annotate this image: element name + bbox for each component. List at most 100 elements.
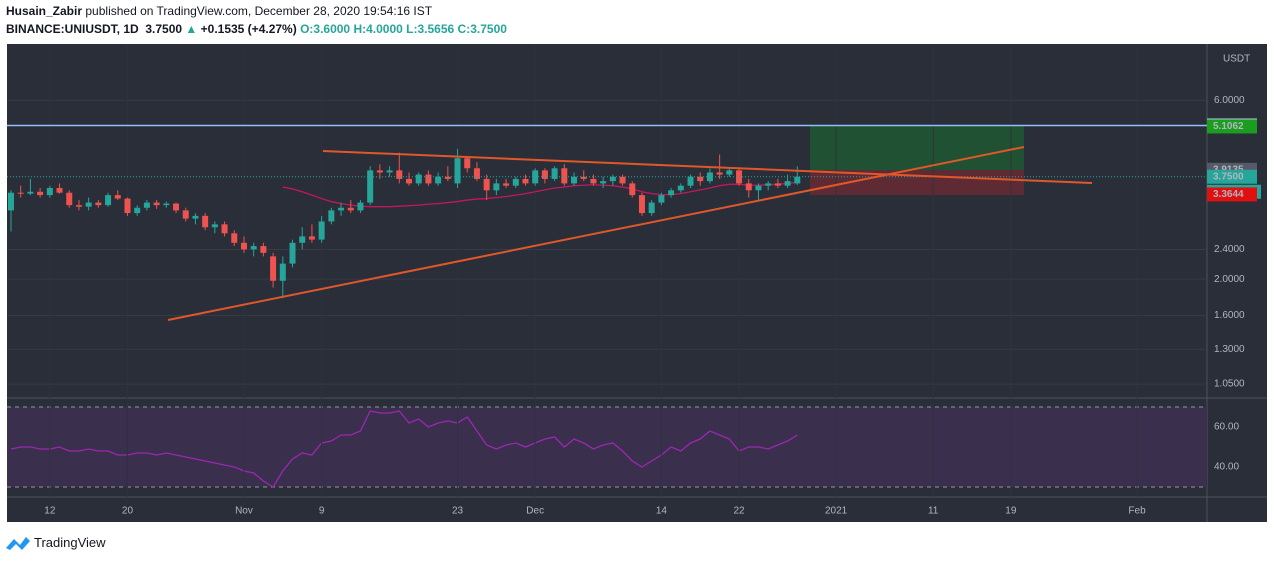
candle-body — [590, 178, 597, 184]
candle-body — [571, 176, 578, 184]
candle-body — [580, 176, 587, 179]
open: O:3.6000 — [300, 22, 351, 36]
candle-body — [153, 202, 160, 206]
price-pane — [7, 44, 1207, 497]
candle-body — [46, 187, 53, 196]
candle-body — [134, 207, 141, 214]
candle-body — [231, 233, 238, 243]
y-tick-label: 1.3000 — [1214, 344, 1245, 355]
support-line — [167, 146, 1025, 321]
candle-body — [716, 172, 723, 175]
price-label-box — [1207, 169, 1257, 184]
price-label: 3.7500 — [1213, 171, 1244, 182]
candle-body — [338, 207, 345, 211]
rsi-line — [10, 410, 798, 488]
resistance-line — [322, 150, 1093, 184]
candle-body — [415, 174, 422, 184]
candle-body — [318, 221, 325, 240]
candle-body — [211, 224, 218, 228]
candle-body — [493, 183, 500, 191]
candle-body — [192, 215, 199, 219]
candle-body — [182, 210, 189, 219]
x-tick-label: Feb — [1128, 506, 1146, 517]
y-tick-label: 1.0500 — [1214, 379, 1245, 390]
x-tick-label: Dec — [526, 506, 544, 517]
candle-body — [347, 207, 354, 211]
arrow: ▲ — [185, 22, 198, 36]
trend-lines — [167, 146, 1093, 321]
candle-body — [609, 176, 616, 182]
low: L:3.5656 — [406, 22, 455, 36]
close: C:3.7500 — [457, 22, 507, 36]
candle-body — [270, 256, 277, 281]
candle-body — [56, 187, 63, 193]
candle-body — [435, 176, 442, 184]
price-label-box — [1207, 187, 1257, 202]
candle-body — [8, 192, 14, 211]
x-tick-label: 20 — [122, 506, 134, 517]
candle-body — [677, 185, 684, 191]
x-tick-label: 9 — [319, 506, 325, 517]
candle-body — [260, 246, 267, 253]
candle-body — [376, 170, 383, 173]
candle-body — [299, 236, 306, 243]
candle-body — [697, 176, 704, 182]
drawings — [810, 125, 1024, 195]
logo — [6, 537, 30, 550]
candle-body — [765, 183, 772, 186]
candle-body — [561, 168, 568, 184]
candle-body — [687, 176, 694, 186]
x-tick-label: 12 — [44, 506, 56, 517]
target-zone — [810, 125, 1024, 170]
candle-body — [784, 181, 791, 186]
candle-body — [37, 191, 44, 196]
candle-body — [600, 181, 607, 184]
rsi-band — [7, 407, 1207, 487]
currency-label: USDT — [1223, 54, 1250, 65]
candle-body — [240, 242, 247, 250]
candle-body — [221, 224, 228, 234]
candle-body — [755, 185, 762, 191]
candle-body — [483, 178, 490, 191]
candle-body — [638, 195, 645, 214]
candle-body — [794, 176, 801, 184]
price-label: 5.1062 — [1213, 121, 1244, 132]
candle-body — [75, 205, 82, 207]
rsi-tick-label: 60.00 — [1214, 422, 1239, 433]
rsi-tick-label: 40.00 — [1214, 462, 1239, 473]
y-tick-label: 2.4000 — [1214, 244, 1245, 255]
candle-body — [173, 203, 180, 211]
last: 3.7500 — [145, 22, 183, 36]
published: published on TradingView.com, December 2… — [85, 4, 433, 18]
candle-body — [425, 174, 432, 184]
candle-body — [454, 158, 461, 184]
candle-body — [308, 236, 315, 240]
x-tick-label: 22 — [733, 506, 745, 517]
candle-body — [279, 263, 286, 281]
axes: 1.0500 1.3000 1.6000 2.0000 2.4000 6.0000 USDT… — [44, 54, 1261, 517]
candle-body — [541, 170, 548, 179]
moving-average — [282, 181, 798, 208]
stop-zone — [810, 170, 1024, 195]
x-tick-label: 2021 — [825, 506, 848, 517]
candle-body — [503, 183, 510, 186]
candle-body — [250, 246, 257, 250]
candle-body — [726, 170, 733, 175]
candle-body — [774, 183, 781, 186]
candle-body — [396, 170, 403, 179]
candle-body — [357, 202, 364, 211]
price-label: 3.3644 — [1213, 189, 1244, 200]
candle-body — [367, 170, 374, 203]
candle-body — [629, 183, 636, 196]
candle-body — [745, 183, 752, 191]
symbol: BINANCE:UNIUSDT, 1D — [6, 22, 139, 36]
candle-body — [648, 202, 655, 214]
y-tick-label: 2.0000 — [1214, 274, 1245, 285]
x-tick-label: 19 — [1005, 506, 1017, 517]
candle-body — [95, 202, 102, 206]
candle-body — [114, 195, 121, 199]
candle-body — [444, 176, 451, 179]
candle-body — [473, 168, 480, 179]
